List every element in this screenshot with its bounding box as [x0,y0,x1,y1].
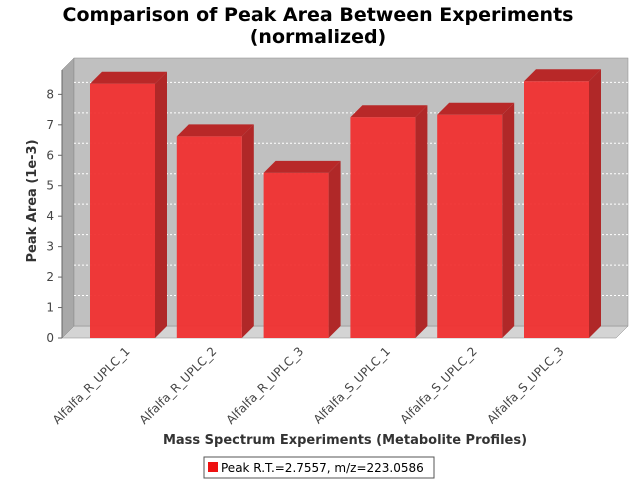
bar-front [524,81,589,338]
y-tick-label: 6 [46,148,54,162]
bar-side [328,160,341,338]
y-axis-label: Peak Area (1e-3) [25,139,40,262]
bar-2 [176,124,254,339]
bar-front [437,114,503,338]
bar-front [350,117,416,338]
bar-top [263,160,341,173]
bar-4 [350,105,428,338]
bar-side [415,105,428,338]
bar-5 [437,102,515,338]
y-tick-label: 8 [46,87,54,101]
bar-front [90,83,155,338]
x-tick-label: Alfalfa_R_UPLC_1 [50,344,133,427]
bar-front [176,136,242,338]
bar-top [524,69,601,82]
y-axis: 0 1 2 3 4 5 6 7 8 [46,70,63,345]
legend: Peak R.T.=2.7557, m/z=223.0586 [203,456,435,479]
y-tick-label: 7 [46,118,54,132]
y-tick-label: 2 [46,270,54,284]
legend-box [203,456,435,479]
legend-label: Peak R.T.=2.7557, m/z=223.0586 [221,461,424,475]
bar-6 [524,69,601,338]
x-axis: Alfalfa_R_UPLC_1 Alfalfa_R_UPLC_2 Alfalfa_… [50,344,567,427]
bar-top [90,71,167,84]
bar-1 [90,71,167,339]
y-tick-label: 1 [46,301,54,315]
x-axis-label: Mass Spectrum Experiments (Metabolite Pr… [163,433,527,448]
bar-3 [263,160,341,338]
y-tick-label: 0 [46,331,54,345]
y-tick-label: 3 [46,240,54,254]
bar-side [155,71,167,339]
x-tick-label: Alfalfa_R_UPLC_3 [223,344,306,427]
bar-top [437,102,515,115]
legend-swatch [208,462,218,472]
bar-top [176,124,254,137]
plot-side-wall [61,57,75,339]
x-tick-label: Alfalfa_S_UPLC_3 [484,344,566,426]
y-tick-label: 4 [46,209,54,223]
bar-front [263,172,329,338]
chart-subtitle: (normalized) [250,26,387,48]
bar-side [241,124,254,339]
y-tick-label: 5 [46,179,54,193]
x-tick-label: Alfalfa_S_UPLC_1 [311,344,393,426]
bar-top [350,105,428,118]
bars [90,69,601,339]
x-tick-label: Alfalfa_R_UPLC_2 [137,344,220,427]
chart-title: Comparison of Peak Area Between Experime… [63,4,574,26]
bar-side [589,69,601,338]
x-tick-label: Alfalfa_S_UPLC_2 [398,344,480,426]
bar-side [502,102,515,338]
